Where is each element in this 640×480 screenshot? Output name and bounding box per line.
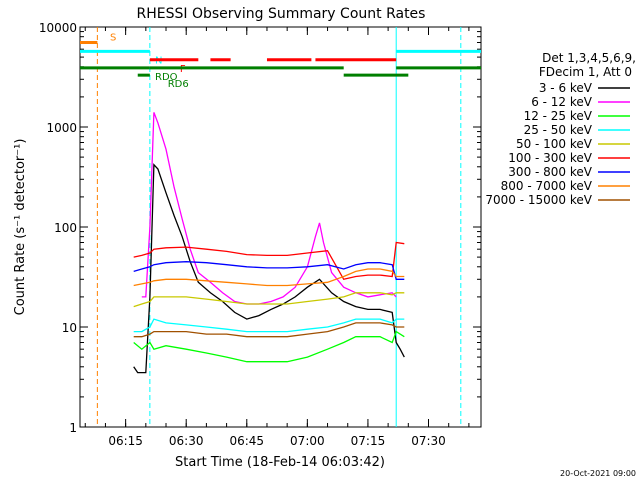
y-tick-label: 1 — [69, 421, 77, 435]
flag-bar-label: RDO — [155, 72, 178, 83]
series-line — [133, 163, 405, 374]
series-line — [133, 292, 405, 308]
plot-area: 1 10 100 1000 10000 06:15 06:30 06:45 07:00 07:15… — [39, 21, 482, 448]
x-tick-label: 06:45 — [229, 434, 264, 448]
y-tick-label: 10 — [62, 321, 77, 335]
flag-bar-label: S — [110, 32, 116, 43]
footer-date: 20-Oct-2021 09:00 — [560, 469, 636, 478]
legend-label: 100 - 300 keV — [508, 151, 592, 165]
series-line — [133, 261, 405, 280]
y-tick-label: 10000 — [39, 21, 77, 35]
series-line — [133, 241, 405, 281]
legend-label: 6 - 12 keV — [531, 95, 593, 109]
x-tick-label: 06:30 — [169, 434, 204, 448]
legend-header-line-2: FDecim 1, Att 0 — [539, 65, 632, 79]
legend-label: 800 - 7000 keV — [501, 179, 593, 193]
x-axis-label: Start Time (18-Feb-14 06:03:42) — [175, 455, 385, 470]
chart-title: RHESSI Observing Summary Count Rates — [137, 6, 426, 22]
series-line — [133, 318, 405, 333]
legend-label: 300 - 800 keV — [508, 165, 592, 179]
legend-label: 50 - 100 keV — [516, 137, 593, 151]
x-tick-label: 07:30 — [411, 434, 446, 448]
legend-label: 7000 - 15000 keV — [485, 193, 592, 207]
legend-label: 25 - 50 keV — [524, 123, 593, 137]
plot-frame — [79, 26, 482, 428]
flag-bar-label: RD6 — [168, 79, 189, 90]
series-line — [133, 330, 405, 363]
legend-header-line-1: Det 1,3,4,5,6,9, — [542, 51, 636, 65]
legend-label: 3 - 6 keV — [539, 81, 593, 95]
x-tick-label: 07:15 — [351, 434, 386, 448]
x-tick-label: 06:15 — [108, 434, 143, 448]
y-tick-label: 1000 — [46, 121, 77, 135]
y-tick-label: 100 — [54, 221, 77, 235]
legend-label: 12 - 25 keV — [524, 109, 593, 123]
x-tick-label: 07:00 — [290, 434, 325, 448]
series-line — [141, 112, 397, 305]
y-axis-label: Count Rate (s⁻¹ detector⁻¹) — [13, 139, 28, 316]
series-line — [133, 322, 405, 338]
series-line — [133, 268, 405, 287]
